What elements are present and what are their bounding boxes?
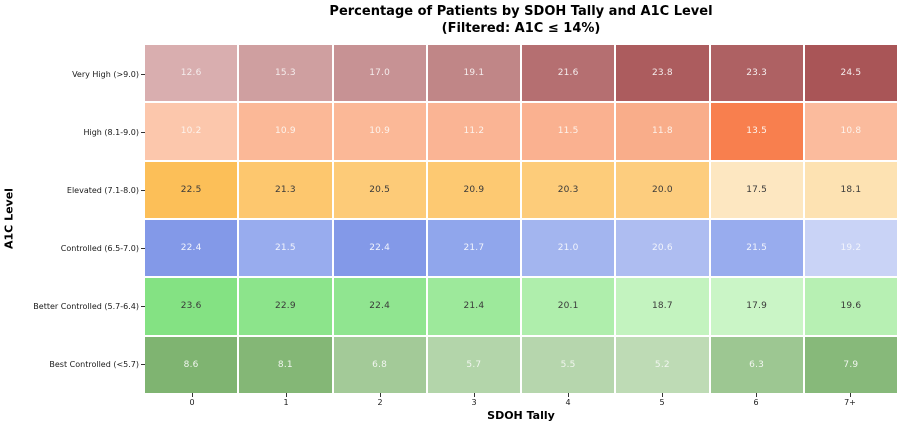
x-tick-mark [333, 393, 427, 397]
x-tick-label: 6 [753, 398, 759, 407]
heatmap-cell: 17.5 [710, 161, 803, 218]
x-axis-title: SDOH Tally [487, 409, 555, 422]
x-tick-mark [239, 393, 333, 397]
y-axis-tick-labels: Very High (>9.0) High (8.1-9.0) Elevated (… [0, 45, 139, 393]
heatmap-cell: 23.6 [145, 278, 238, 335]
y-axis-tick-marks [140, 45, 145, 393]
heatmap-cell: 20.3 [522, 161, 615, 218]
heatmap-cell: 8.1 [239, 336, 332, 393]
heatmap-cell: 11.8 [616, 103, 709, 160]
y-tick-mark [140, 103, 145, 161]
heatmap-cell: 20.9 [427, 161, 520, 218]
heatmap-cell: 5.2 [616, 336, 709, 393]
x-tick-mark [145, 393, 239, 397]
x-axis-tick-marks [145, 393, 897, 397]
chart-title: Percentage of Patients by SDOH Tally and… [145, 3, 897, 37]
heatmap-cell: 8.6 [145, 336, 238, 393]
heatmap-cell: 7.9 [804, 336, 897, 393]
heatmap-cell: 22.4 [333, 278, 426, 335]
heatmap-cell: 21.5 [710, 219, 803, 277]
heatmap-cell: 11.5 [522, 103, 615, 160]
heatmap-cell: 6.3 [710, 336, 803, 393]
heatmap-cell: 21.5 [239, 219, 332, 277]
x-tick-mark [709, 393, 803, 397]
heatmap-cell: 17.0 [333, 45, 426, 102]
y-tick-label: High (8.1-9.0) [83, 127, 139, 137]
y-tick-mark [140, 45, 145, 103]
heatmap-cell: 18.7 [616, 278, 709, 335]
heatmap-cell: 10.2 [145, 103, 238, 160]
x-tick-label: 7+ [844, 398, 856, 407]
heatmap-cell: 22.4 [333, 219, 426, 277]
y-tick-label: Controlled (6.5-7.0) [60, 243, 139, 253]
x-tick-mark [427, 393, 521, 397]
x-tick-label: 4 [565, 398, 571, 407]
heatmap-cell: 12.6 [145, 45, 238, 102]
heatmap-cell: 10.9 [239, 103, 332, 160]
chart-title-line2: (Filtered: A1C ≤ 14%) [441, 21, 601, 36]
heatmap-cell: 19.1 [427, 45, 520, 102]
x-axis-tick-labels: 0 1 2 3 4 5 6 7+ [145, 398, 897, 407]
heatmap-cell: 11.2 [427, 103, 520, 160]
heatmap-cell: 20.6 [616, 219, 709, 277]
heatmap-cell: 13.5 [710, 103, 803, 160]
heatmap-cell: 6.8 [333, 336, 426, 393]
chart-title-line1: Percentage of Patients by SDOH Tally and… [329, 4, 713, 19]
y-tick-label: Best Controlled (<5.7) [49, 359, 139, 369]
heatmap-cell: 18.1 [804, 161, 897, 218]
x-tick-mark [803, 393, 897, 397]
x-tick-mark [521, 393, 615, 397]
heatmap-cell: 21.3 [239, 161, 332, 218]
heatmap-cell: 17.9 [710, 278, 803, 335]
heatmap-cell: 20.5 [333, 161, 426, 218]
heatmap-cell: 22.4 [145, 219, 238, 277]
heatmap-cell: 19.6 [804, 278, 897, 335]
y-tick-label: Very High (>9.0) [72, 69, 139, 79]
y-tick-mark [140, 277, 145, 335]
y-tick-mark [140, 219, 145, 277]
heatmap-grid: 12.6 15.3 17.0 19.1 21.6 23.8 23.3 24.5 10.2 10.9… [145, 45, 897, 393]
y-tick-label: Better Controlled (5.7-6.4) [33, 301, 139, 311]
heatmap-cell: 21.7 [427, 219, 520, 277]
heatmap-cell: 20.0 [616, 161, 709, 218]
x-tick-label: 5 [659, 398, 665, 407]
heatmap-cell: 20.1 [522, 278, 615, 335]
heatmap-cell: 10.8 [804, 103, 897, 160]
heatmap-cell: 23.8 [616, 45, 709, 102]
x-tick-label: 3 [471, 398, 477, 407]
heatmap-cell: 21.4 [427, 278, 520, 335]
heatmap-cell: 24.5 [804, 45, 897, 102]
heatmap-cell: 21.6 [522, 45, 615, 102]
heatmap-cell: 22.9 [239, 278, 332, 335]
heatmap-cell: 22.5 [145, 161, 238, 218]
x-tick-mark [615, 393, 709, 397]
heatmap-cell: 5.7 [427, 336, 520, 393]
y-tick-mark [140, 335, 145, 393]
x-tick-label: 1 [283, 398, 289, 407]
heatmap-cell: 23.3 [710, 45, 803, 102]
x-tick-label: 0 [189, 398, 195, 407]
y-tick-mark [140, 161, 145, 219]
heatmap-cell: 10.9 [333, 103, 426, 160]
y-tick-label: Elevated (7.1-8.0) [66, 185, 139, 195]
x-tick-label: 2 [377, 398, 383, 407]
heatmap-cell: 5.5 [522, 336, 615, 393]
heatmap-cell: 19.2 [804, 219, 897, 277]
heatmap-cell: 15.3 [239, 45, 332, 102]
heatmap-cell: 21.0 [522, 219, 615, 277]
